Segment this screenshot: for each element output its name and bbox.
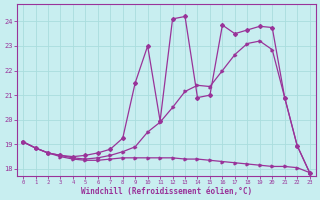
X-axis label: Windchill (Refroidissement éolien,°C): Windchill (Refroidissement éolien,°C) [81, 187, 252, 196]
